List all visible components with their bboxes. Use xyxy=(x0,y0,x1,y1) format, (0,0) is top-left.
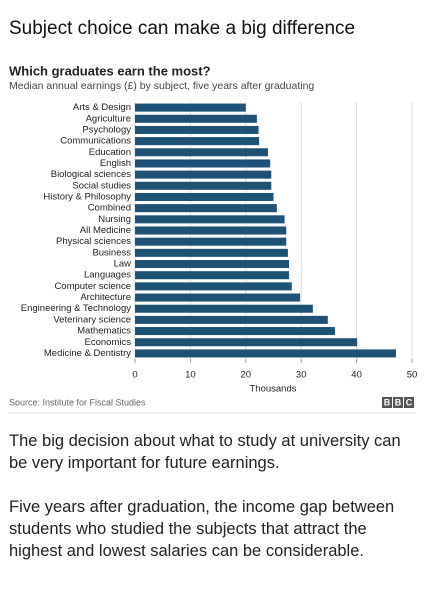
paragraph: Five years after graduation, the income … xyxy=(9,498,395,560)
bar xyxy=(135,148,268,157)
bar xyxy=(135,181,272,190)
bar xyxy=(135,282,292,291)
bar xyxy=(135,315,328,324)
x-tick-label: 40 xyxy=(351,370,362,381)
bar xyxy=(135,304,313,313)
y-tick-label: Psychology xyxy=(82,124,131,135)
logo-letter: B xyxy=(395,397,402,407)
bar xyxy=(135,226,287,235)
y-tick-label: Economics xyxy=(85,337,132,348)
bar xyxy=(135,237,287,246)
logo-letter: C xyxy=(406,397,413,407)
bar xyxy=(135,293,301,302)
bar xyxy=(135,338,358,347)
bar xyxy=(135,125,259,134)
chart: Which graduates earn the most? Median an… xyxy=(9,63,418,414)
x-tick-label: 50 xyxy=(407,370,418,381)
y-tick-label: History & Philosophy xyxy=(43,191,131,202)
y-tick-label: Medicine & Dentistry xyxy=(44,348,131,359)
bar xyxy=(135,215,285,224)
x-tick-label: 0 xyxy=(132,370,137,381)
y-tick-label: All Medicine xyxy=(80,225,131,236)
y-tick-label: Languages xyxy=(84,270,131,281)
x-tick-label: 20 xyxy=(241,370,252,381)
bar xyxy=(135,137,260,146)
bar xyxy=(135,204,277,213)
bar xyxy=(135,271,290,280)
logo-box xyxy=(404,397,414,408)
bar xyxy=(135,349,396,358)
bar xyxy=(135,103,246,112)
y-tick-label: Combined xyxy=(88,203,131,214)
x-tick-label: 10 xyxy=(185,370,196,381)
bar xyxy=(135,248,288,257)
source: Source: Institute for Fiscal Studies xyxy=(9,397,146,407)
bar xyxy=(135,192,274,202)
y-tick-label: Education xyxy=(89,147,131,158)
y-tick-label: Engineering & Technology xyxy=(21,303,131,314)
bar xyxy=(135,170,272,179)
chart-subtitle: Median annual earnings (£) by subject, f… xyxy=(9,80,314,92)
y-tick-label: Veterinary science xyxy=(53,314,131,325)
logo-letter: B xyxy=(384,397,391,407)
y-tick-label: Physical sciences xyxy=(56,236,131,247)
y-tick-label: Architecture xyxy=(80,292,131,303)
bar xyxy=(135,114,257,123)
y-tick-label: Nursing xyxy=(98,214,131,225)
y-tick-label: Communications xyxy=(60,136,131,147)
logo-box xyxy=(393,397,403,408)
y-tick-label: Social studies xyxy=(72,180,131,191)
bar xyxy=(135,327,335,336)
y-tick-label: Mathematics xyxy=(77,326,131,337)
headline: Subject choice can make a big difference xyxy=(9,18,356,39)
y-tick-label: Business xyxy=(92,247,131,258)
x-tick-label: 30 xyxy=(296,370,307,381)
chart-title: Which graduates earn the most? xyxy=(9,63,211,78)
y-tick-label: Agriculture xyxy=(86,113,131,124)
bar xyxy=(135,159,271,168)
bar xyxy=(135,259,290,269)
y-tick-label: Computer science xyxy=(54,281,131,292)
y-tick-label: Law xyxy=(114,259,132,270)
y-tick-label: English xyxy=(100,158,131,169)
paragraph: The big decision about what to study at … xyxy=(9,432,401,472)
y-tick-label: Arts & Design xyxy=(73,102,131,113)
x-axis-label: Thousands xyxy=(249,384,296,395)
logo-box xyxy=(382,397,392,408)
y-tick-label: Biological sciences xyxy=(51,169,132,180)
